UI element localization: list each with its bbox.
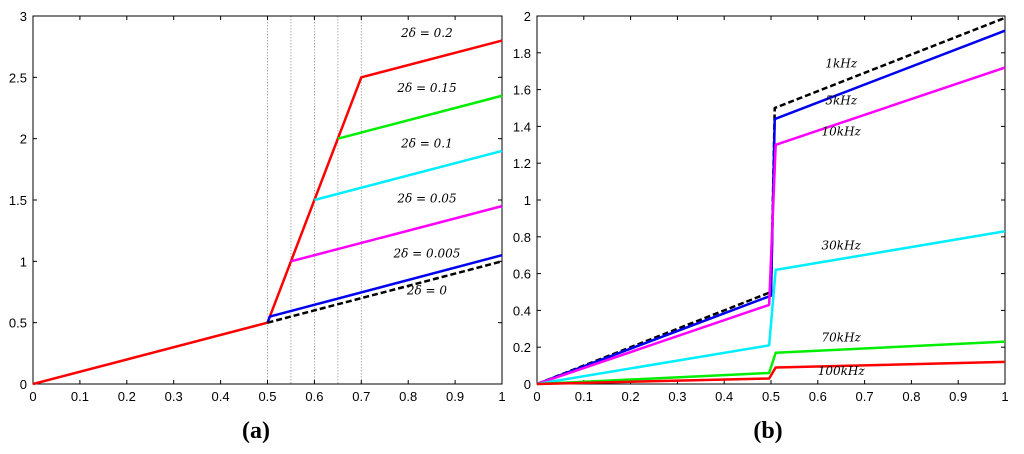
a-y-tick-label: 0: [20, 377, 27, 392]
b-x-tick-label: 0.4: [715, 389, 733, 404]
a-x-tick-label: 0.6: [305, 389, 323, 404]
a-y-tick-label: 1: [20, 254, 27, 269]
a-x-tick-label: 0: [29, 389, 36, 404]
b-x-tick-label: 0.3: [668, 389, 686, 404]
b-x-tick-label: 1: [1001, 389, 1008, 404]
a-series-line-black: [267, 260, 503, 324]
b-annotation-label: 70kHz: [822, 331, 862, 345]
a-y-tick-label: 2.5: [9, 70, 27, 85]
b-y-tick-label: 1.4: [513, 119, 531, 134]
b-x-tick-label: 0.5: [762, 389, 780, 404]
b-y-tick-label: 1.2: [513, 156, 531, 171]
b-annotation-label: 30kHz: [822, 239, 862, 253]
a-annotation-label: 2δ = 0: [406, 283, 448, 297]
a-x-tick-label: 0.3: [165, 389, 183, 404]
b-series-line-green: [536, 340, 1006, 386]
panel-a: 0 0.1 0.2 0.3 0.4 0.5 0.6 0.7 0.8 0.9 1 0 0.5 1 1.5 2 2.…: [9, 9, 506, 404]
b-annotation-label: 100kHz: [818, 364, 866, 378]
b-y-tick-label: 2: [524, 9, 531, 24]
panel-b: 0 0.1 0.2 0.3 0.4 0.5 0.6 0.7 0.8 0.9 1 0 0.2 0.4 0.6 0…: [513, 9, 1009, 404]
b-annotation-label: 5kHz: [825, 93, 857, 107]
a-x-tick-label: 0.7: [352, 389, 370, 404]
panel-a-label: (a): [242, 418, 270, 444]
a-annotation-label: 2δ = 0.15: [396, 81, 456, 95]
b-y-tick-label: 1.6: [513, 83, 531, 98]
a-y-tick-label: 1.5: [9, 193, 27, 208]
a-x-tick-label: 0.1: [71, 389, 89, 404]
b-y-tick-label: 0: [524, 377, 531, 392]
a-series-line-green: [337, 94, 503, 140]
b-annotation-label: 1kHz: [825, 57, 857, 71]
a-y-tick-label: 2: [20, 132, 27, 147]
a-x-tick-label: 0.4: [212, 389, 230, 404]
b-x-tick-label: 0.6: [809, 389, 827, 404]
b-y-tick-label: 1: [524, 193, 531, 208]
b-x-tick-label: 0: [533, 389, 540, 404]
b-x-tick-label: 0.9: [949, 389, 967, 404]
b-x-tick-label: 0.7: [856, 389, 874, 404]
a-series-line-blue: [266, 253, 503, 324]
b-y-tick-label: 1.8: [513, 46, 531, 61]
b-x-tick-label: 0.2: [622, 389, 640, 404]
a-series-line-magenta: [290, 204, 503, 263]
b-y-tick-label: 0.8: [513, 230, 531, 245]
a-x-tick-label: 0.8: [399, 389, 417, 404]
a-y-tick-label: 0.5: [9, 316, 27, 331]
a-x-tick-label: 0.9: [446, 389, 464, 404]
b-x-tick-label: 0.1: [575, 389, 593, 404]
a-x-tick-label: 0.5: [258, 389, 276, 404]
b-series-line-red: [536, 360, 1006, 386]
a-series-line-cyan: [314, 149, 503, 202]
a-annotation-label: 2δ = 0.005: [393, 247, 461, 261]
a-annotation-label: 2δ = 0.05: [396, 191, 456, 205]
a-annotation-label: 2δ = 0.1: [400, 136, 453, 150]
a-y-tick-label: 3: [20, 9, 27, 24]
a-x-tick-label: 1: [498, 389, 505, 404]
b-y-tick-label: 0.4: [513, 303, 531, 318]
a-annotation-label: 2δ = 0.2: [400, 26, 453, 40]
b-y-tick-label: 0.6: [513, 267, 531, 282]
b-x-tick-label: 0.8: [902, 389, 920, 404]
b-y-tick-label: 0.2: [513, 340, 531, 355]
b-series-line-cyan: [536, 230, 1006, 386]
b-annotation-label: 10kHz: [822, 125, 862, 139]
a-x-tick-label: 0.2: [118, 389, 136, 404]
b-series-line-magenta: [536, 66, 1006, 386]
panel-b-label: (b): [753, 418, 782, 444]
